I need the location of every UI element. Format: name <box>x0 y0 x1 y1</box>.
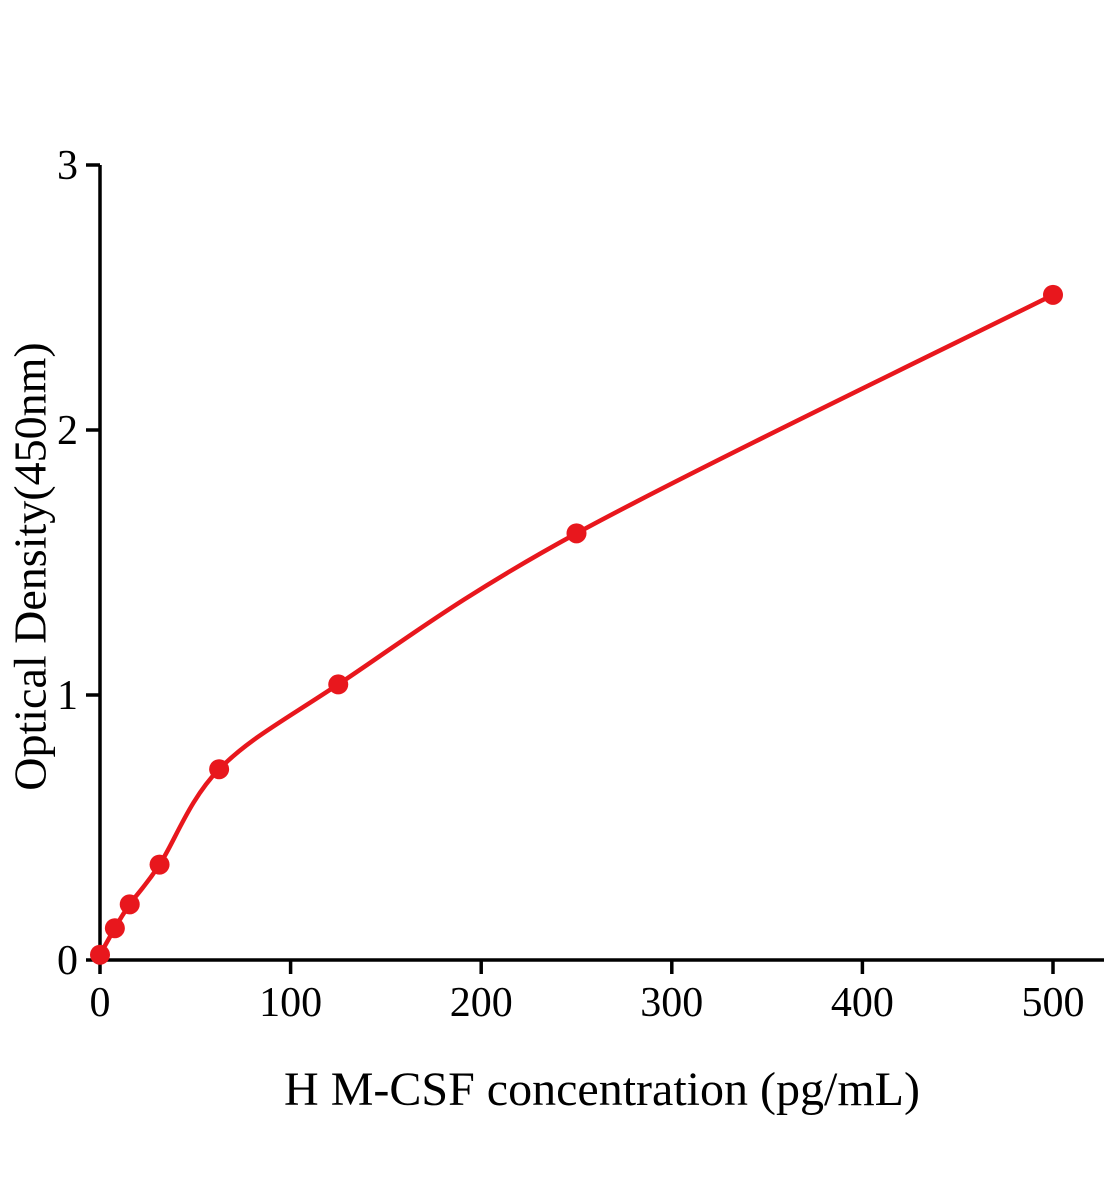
x-tick-label: 100 <box>259 980 322 1026</box>
x-tick-label: 400 <box>831 980 894 1026</box>
x-tick-label: 0 <box>90 980 111 1026</box>
data-point <box>566 523 587 544</box>
y-tick-label: 2 <box>57 408 78 454</box>
data-point <box>149 854 170 875</box>
data-point <box>209 759 230 780</box>
data-point <box>119 894 140 915</box>
y-tick-label: 0 <box>57 938 78 984</box>
y-axis-label: Optical Density(450nm) <box>4 342 56 791</box>
y-tick-label: 1 <box>57 673 78 719</box>
data-point <box>104 918 125 939</box>
y-tick-label: 3 <box>57 143 78 189</box>
fit-curve <box>97 292 1056 957</box>
data-point <box>328 674 349 695</box>
x-tick-label: 200 <box>450 980 513 1026</box>
data-point <box>90 944 110 965</box>
x-axis-label: H M-CSF concentration (pg/mL) <box>284 1063 920 1116</box>
x-tick-label: 500 <box>1022 980 1085 1026</box>
x-tick-label: 300 <box>640 980 703 1026</box>
data-point <box>1043 284 1063 305</box>
